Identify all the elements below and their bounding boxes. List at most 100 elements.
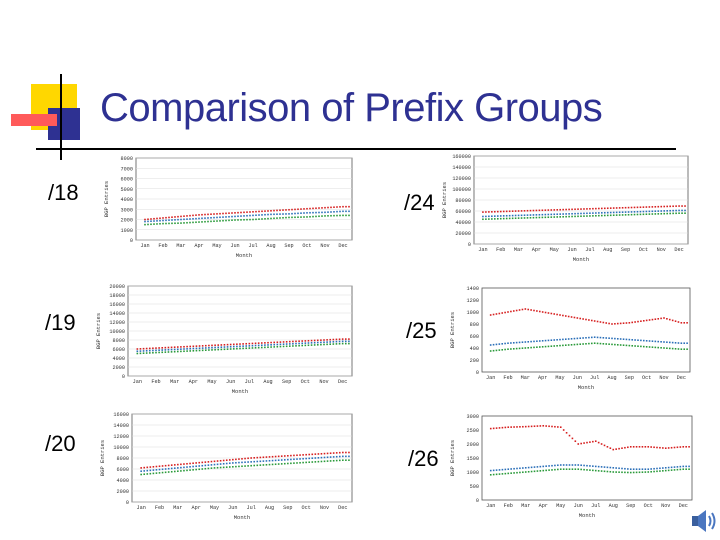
data-point xyxy=(307,342,310,344)
data-point xyxy=(254,342,257,345)
data-point xyxy=(539,470,542,472)
data-point xyxy=(170,470,173,473)
data-point xyxy=(345,214,347,217)
data-point xyxy=(625,322,628,324)
data-point xyxy=(606,446,609,448)
data-point xyxy=(611,337,613,340)
speaker-icon[interactable] xyxy=(690,506,718,536)
y-axis-label: BGP Entries xyxy=(99,440,106,476)
data-point xyxy=(512,310,515,312)
data-point xyxy=(192,469,194,471)
data-point xyxy=(222,462,225,465)
data-point xyxy=(630,206,633,209)
data-point xyxy=(654,346,657,349)
data-point xyxy=(296,462,298,464)
data-point xyxy=(491,215,493,218)
data-point xyxy=(293,454,295,457)
data-point xyxy=(313,341,316,344)
data-point xyxy=(198,465,201,467)
data-point xyxy=(648,210,651,213)
data-point xyxy=(207,461,210,463)
data-point xyxy=(180,215,182,218)
x-tick-label: Oct xyxy=(642,375,651,381)
data-point xyxy=(580,442,582,445)
data-point xyxy=(241,465,243,468)
data-point xyxy=(645,213,648,216)
data-point xyxy=(589,208,591,210)
data-point xyxy=(657,346,660,349)
data-point xyxy=(170,346,173,349)
data-point xyxy=(192,350,195,352)
data-point xyxy=(235,461,237,464)
data-point xyxy=(539,425,542,427)
data-point xyxy=(627,206,630,209)
data-point xyxy=(170,464,173,466)
data-point xyxy=(223,346,226,348)
data-point xyxy=(602,337,605,339)
y-tick-label: 3000 xyxy=(467,414,479,420)
data-point xyxy=(291,216,293,219)
data-point xyxy=(300,216,302,218)
data-point xyxy=(499,215,502,217)
data-point xyxy=(274,455,277,458)
data-point xyxy=(313,339,316,342)
data-point xyxy=(550,339,553,341)
data-point xyxy=(170,348,173,351)
data-point xyxy=(568,213,570,215)
data-point xyxy=(541,311,544,313)
x-tick-label: Nov xyxy=(657,247,666,253)
x-tick-label: Dec xyxy=(674,247,683,253)
data-point xyxy=(597,441,600,444)
data-point xyxy=(265,463,268,466)
data-point xyxy=(675,212,677,215)
data-point xyxy=(186,221,188,224)
data-point xyxy=(290,462,292,465)
data-point xyxy=(258,210,260,213)
data-point xyxy=(210,460,213,463)
data-point xyxy=(159,222,161,225)
data-point xyxy=(243,211,245,214)
data-point xyxy=(198,345,201,347)
data-point xyxy=(568,208,570,211)
data-point xyxy=(507,342,509,344)
data-point xyxy=(285,341,288,343)
data-point xyxy=(544,209,547,211)
data-point xyxy=(616,322,619,325)
data-point xyxy=(305,461,307,464)
data-point xyxy=(627,468,629,470)
data-point xyxy=(568,464,571,466)
data-point xyxy=(618,467,620,470)
data-point xyxy=(565,464,568,466)
y-tick-label: 0 xyxy=(476,370,479,376)
data-point xyxy=(612,448,615,451)
data-point xyxy=(510,310,512,313)
data-point xyxy=(158,468,161,471)
data-point xyxy=(256,464,259,467)
data-point xyxy=(517,214,520,217)
data-point xyxy=(261,218,263,220)
data-point xyxy=(216,460,219,462)
data-point xyxy=(645,210,648,213)
data-point xyxy=(273,217,275,220)
data-point xyxy=(562,429,565,431)
data-point xyxy=(529,214,532,216)
data-point xyxy=(657,213,660,215)
x-tick-label: Apr xyxy=(532,247,541,253)
data-point xyxy=(143,466,146,469)
x-tick-label: Oct xyxy=(644,503,653,509)
data-point xyxy=(315,211,317,214)
data-point xyxy=(622,322,625,324)
data-point xyxy=(507,472,510,475)
data-point xyxy=(529,209,532,212)
data-point xyxy=(625,338,628,341)
data-point xyxy=(213,467,216,469)
data-point xyxy=(314,461,317,463)
data-point xyxy=(639,213,642,216)
data-point xyxy=(489,469,492,472)
data-point xyxy=(318,215,320,218)
data-point xyxy=(142,347,145,350)
data-point xyxy=(681,212,683,214)
data-point xyxy=(248,347,251,349)
y-tick-label: 10000 xyxy=(109,329,125,335)
x-tick-label: Jan xyxy=(478,247,487,253)
